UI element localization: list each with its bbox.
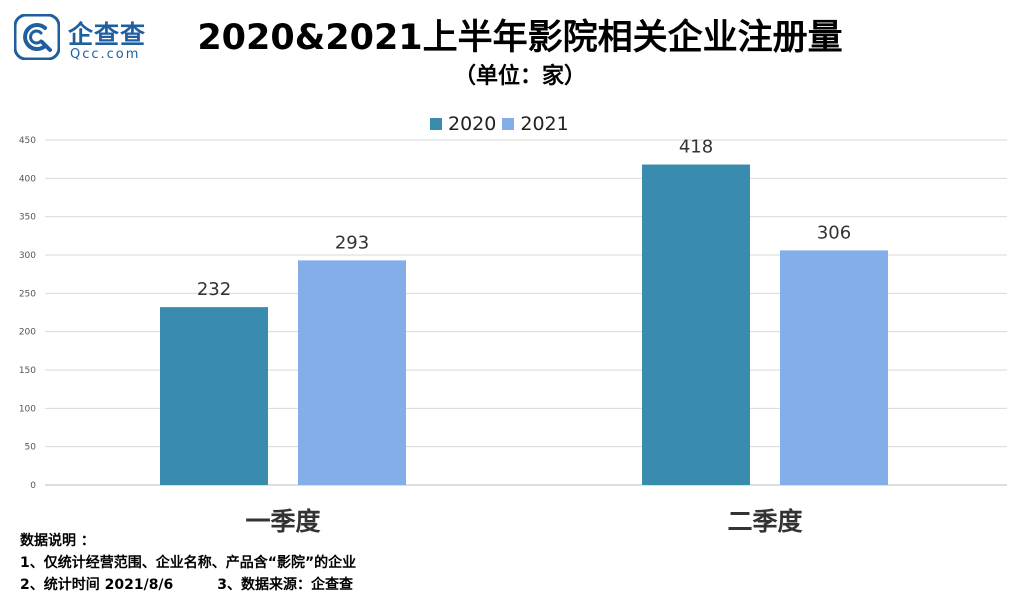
- bar-2021-2: [780, 250, 888, 485]
- y-tick-label-100: 100: [19, 404, 36, 414]
- data-label-2021-2: 306: [817, 222, 851, 243]
- qcc-logo: 企查查 Qcc.com: [14, 14, 164, 68]
- data-label-2021-1: 293: [335, 232, 369, 253]
- y-tick-label-200: 200: [19, 328, 36, 338]
- chart-title: 2020&2021上半年影院相关企业注册量: [197, 18, 843, 58]
- legend-swatch-2020: [430, 118, 442, 130]
- y-tick-label-350: 350: [19, 213, 36, 223]
- x-category-label-2: 二季度: [727, 507, 802, 536]
- legend-label-2021: 2021: [520, 113, 569, 135]
- y-tick-label-300: 300: [19, 251, 36, 261]
- data-label-2020-1: 232: [197, 279, 231, 300]
- notes-line-2-time: 2、统计时间 2021/8/6: [20, 577, 174, 593]
- legend-label-2020: 2020: [448, 113, 497, 135]
- legend-item-2020: 2020: [430, 113, 496, 135]
- chart-subtitle: （单位：家）: [453, 64, 586, 89]
- logo-brand-name: 企查查: [68, 20, 147, 49]
- y-tick-label-50: 50: [25, 443, 37, 453]
- notes-line-2-source: 3、数据来源：企查查: [217, 577, 354, 593]
- data-label-2020-2: 418: [679, 137, 713, 158]
- data-notes: 数据说明 ： 1、仅统计经营范围、企业名称、产品含“影院”的企业 2、统计时间 …: [20, 530, 356, 596]
- qcc-logo-icon: [14, 14, 60, 60]
- notes-heading: 数据说明 ：: [20, 533, 95, 549]
- y-tick-label-0: 0: [30, 481, 36, 491]
- notes-line-2: 2、统计时间 2021/8/6 3、数据来源：企查查: [20, 574, 356, 596]
- notes-line-1: 1、仅统计经营范围、企业名称、产品含“影院”的企业: [20, 555, 357, 571]
- y-tick-label-400: 400: [19, 174, 36, 184]
- y-tick-label-250: 250: [19, 289, 36, 299]
- x-category-label-1: 一季度: [245, 507, 320, 536]
- chart-legend: 2020 2021: [430, 112, 575, 136]
- legend-swatch-2021: [502, 118, 515, 130]
- bar-2020-1: [160, 307, 268, 485]
- legend-item-2021: 2021: [502, 113, 569, 135]
- bar-2021-1: [298, 260, 406, 485]
- logo-domain: Qcc.com: [70, 47, 141, 62]
- y-tick-label-450: 450: [19, 136, 36, 146]
- bar-2020-2: [642, 164, 750, 486]
- y-tick-label-150: 150: [19, 366, 36, 376]
